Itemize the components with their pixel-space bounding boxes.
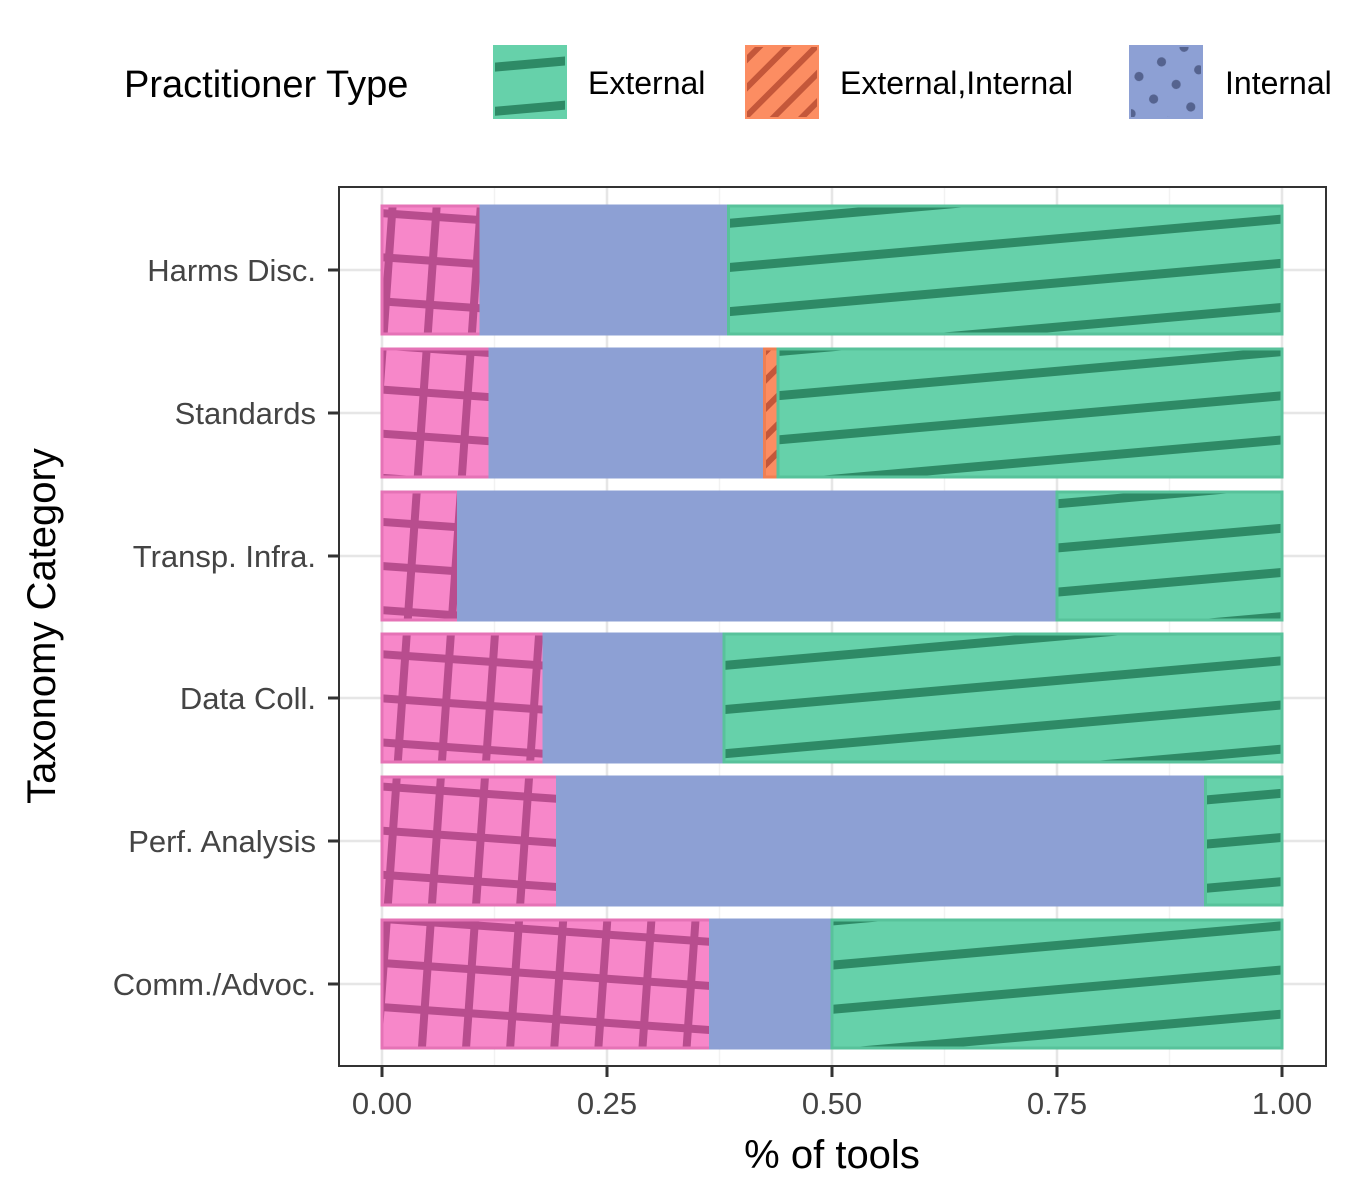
bar-crosshatch-data-coll [380, 632, 546, 764]
y-tick-label-harms-disc: Harms Disc. [147, 253, 316, 288]
x-tick-label: 0.25 [577, 1086, 637, 1121]
x-tick-label: 1.00 [1252, 1086, 1312, 1121]
legend-label-internal: Internal [1225, 65, 1332, 101]
y-tick-label-data-coll: Data Coll. [180, 681, 316, 716]
bar-crosshatch-standards [380, 347, 492, 479]
bar-internal-comm-advoc [709, 918, 834, 1050]
bar-crosshatch-transp-infra [380, 490, 460, 622]
legend-key-external-internal [745, 45, 819, 119]
legend-label-external-internal: External,Internal [840, 65, 1073, 101]
legend-key-internal [1129, 45, 1203, 119]
y-tick-label-standards: Standards [175, 396, 316, 431]
bar-external-internal-standards [763, 347, 780, 479]
bar-crosshatch-perf-analysis [380, 775, 559, 907]
x-tick-label: 0.50 [802, 1086, 862, 1121]
bar-internal-data-coll [542, 632, 726, 764]
x-axis-title: % of tools [744, 1133, 920, 1177]
bars [380, 204, 1284, 1050]
x-tick-label: 0.75 [1027, 1086, 1087, 1121]
legend-title: Practitioner Type [124, 64, 408, 106]
y-axis-title: Taxonomy Category [20, 448, 64, 804]
bar-internal-standards [488, 347, 766, 479]
bar-external-standards [776, 347, 1284, 479]
bar-external-data-coll [722, 632, 1284, 764]
bar-internal-perf-analysis [556, 775, 1207, 907]
bar-internal-transp-infra [457, 490, 1059, 622]
y-tick-label-comm-advoc: Comm./Advoc. [113, 967, 316, 1002]
legend-label-external: External [588, 65, 705, 101]
bar-crosshatch-comm-advoc [380, 918, 712, 1050]
legend: Practitioner Type External External,Inte… [124, 45, 1332, 119]
y-tick-label-transp-infra: Transp. Infra. [133, 539, 316, 574]
y-axis: Harms Disc. Standards Transp. Infra. Data C… [113, 253, 339, 1002]
x-tick-label: 0.00 [352, 1086, 412, 1121]
bar-external-transp-infra [1055, 490, 1284, 622]
bar-internal-harms-disc [479, 204, 730, 336]
legend-key-external [493, 45, 567, 119]
x-axis: 0.00 0.25 0.50 0.75 1.00 [352, 1066, 1312, 1121]
bar-crosshatch-harms-disc [380, 204, 483, 336]
bar-external-harms-disc [727, 204, 1284, 336]
bar-external-comm-advoc [830, 918, 1284, 1050]
bar-external-perf-analysis [1204, 775, 1284, 907]
y-tick-label-perf-analysis: Perf. Analysis [128, 824, 316, 859]
